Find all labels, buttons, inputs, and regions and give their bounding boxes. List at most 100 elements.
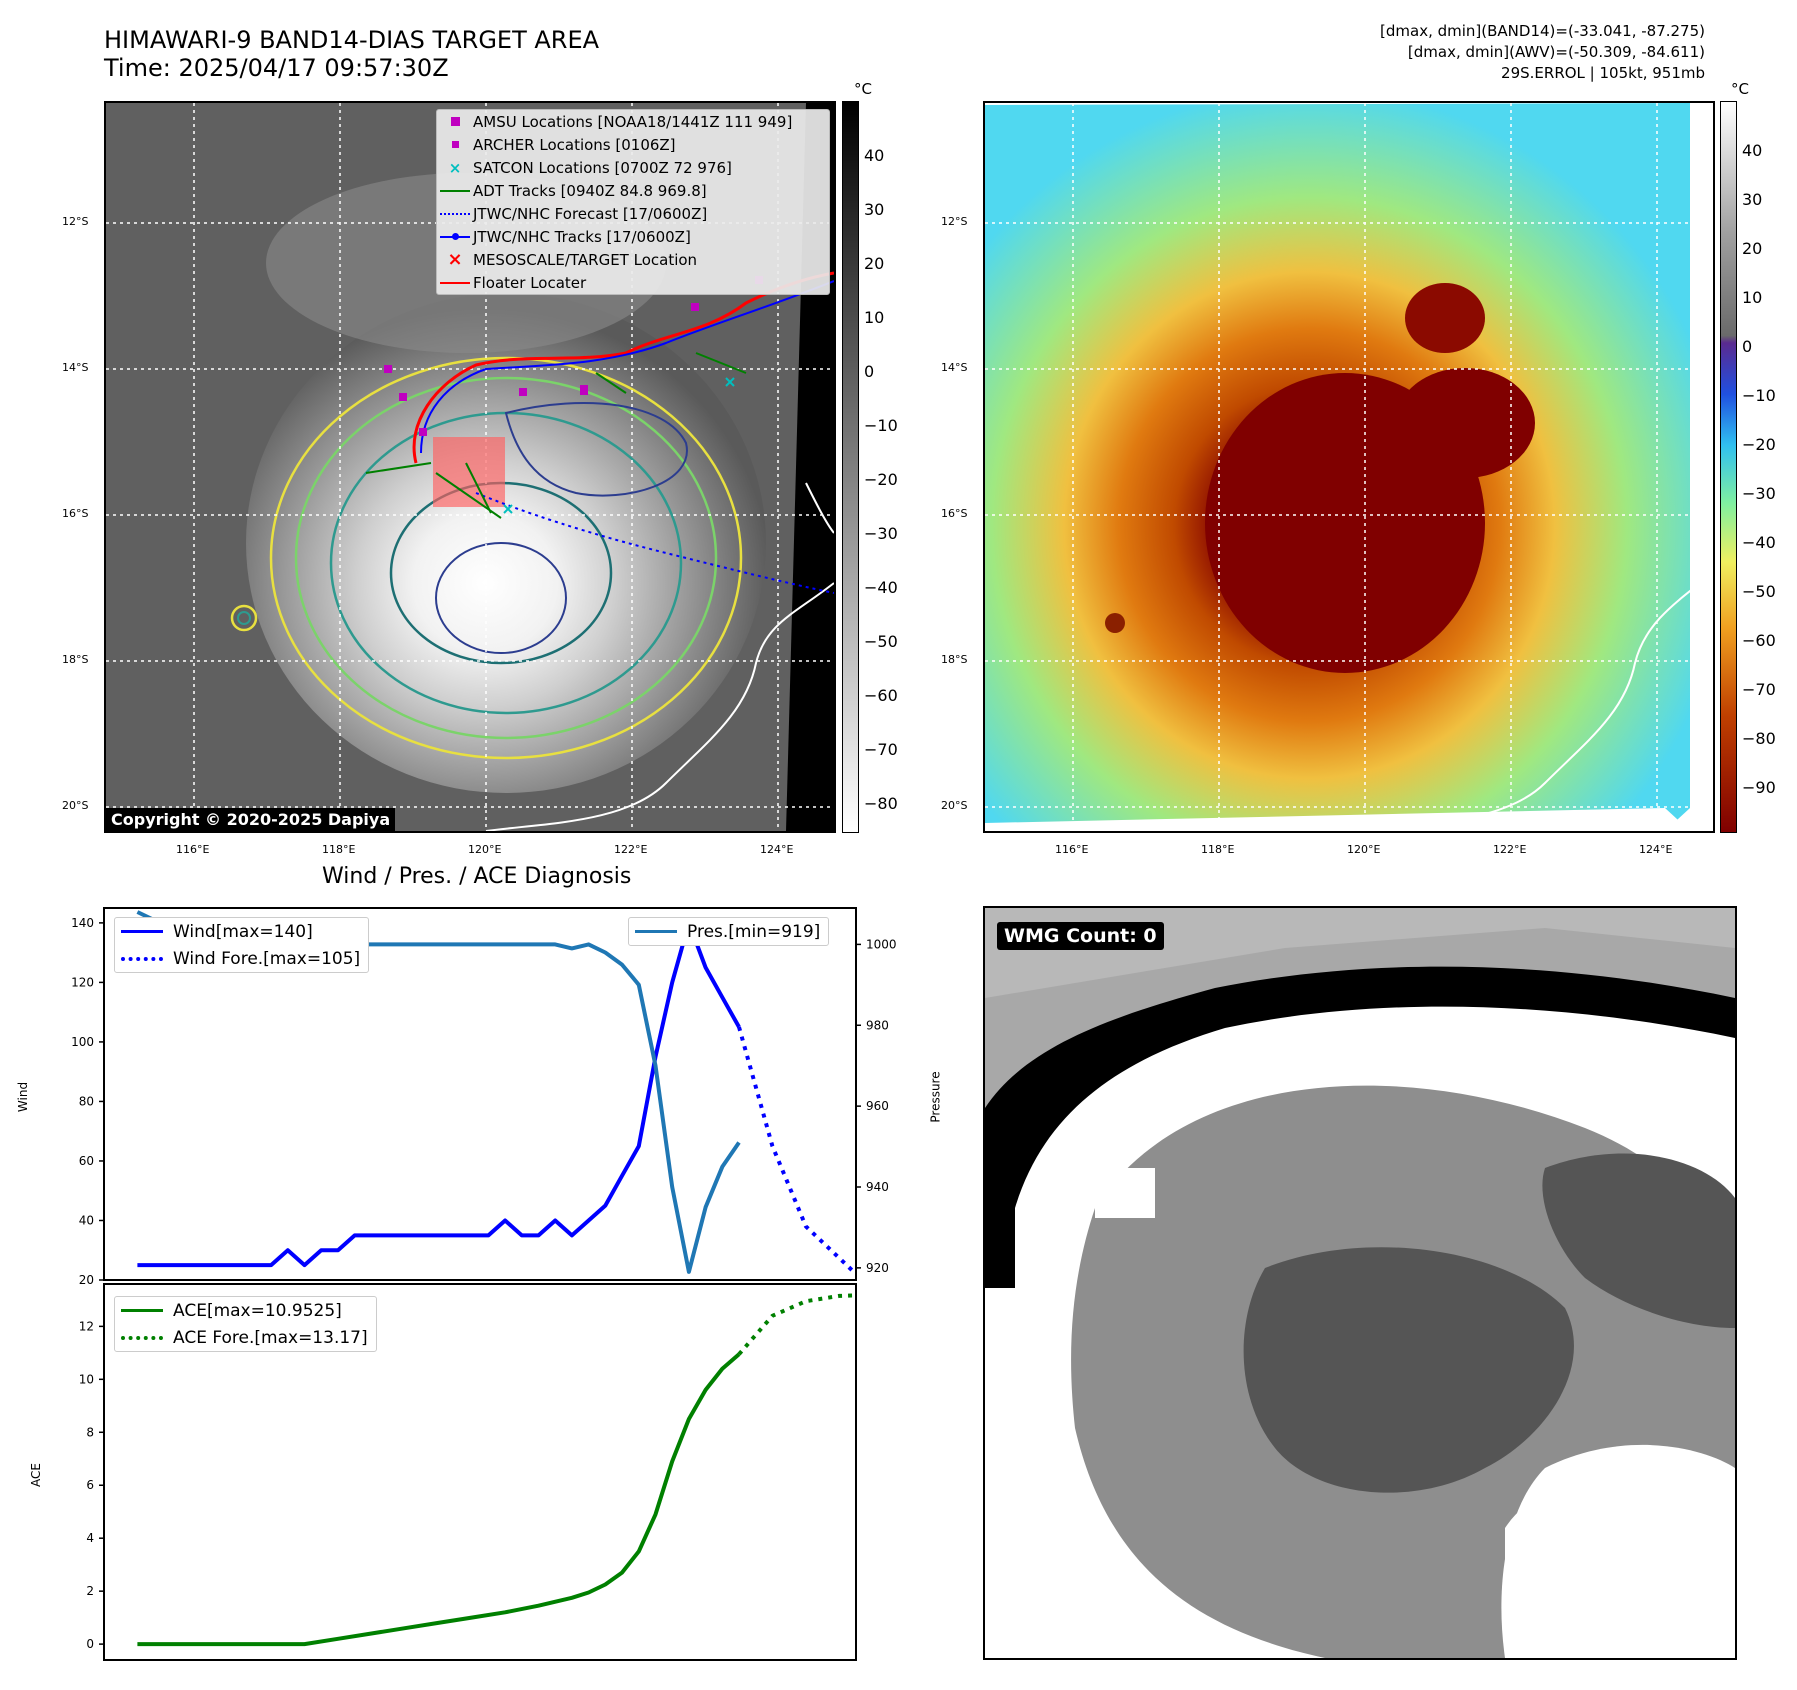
figure-title-line1: HIMAWARI-9 BAND14-DIAS TARGET AREA [104,26,600,54]
wmg-panel: WMG Count: 0 [983,906,1737,1660]
lon-label-116e-left: 116°E [176,843,210,856]
legend-mesoscale: × MESOSCALE/TARGET Location [437,248,829,271]
lon-label-120e-left: 120°E [468,843,502,856]
wmg-count-badge: WMG Count: 0 [997,922,1164,950]
aceChart-ytick-label-4: 8 [86,1425,94,1439]
windChart-ytick-right-label-4: 1000 [866,937,897,951]
windChart-series-1 [737,1026,858,1276]
legend-adt: ADT Tracks [0940Z 84.8 969.8] [437,179,829,202]
ace-axis-label: ACE [28,1463,43,1487]
track-line-dot-icon [440,232,470,240]
windChart-ytick-label-5: 120 [71,975,94,989]
colorbar-right-tick-9: −50 [1742,582,1776,601]
colorbar-right-tick-4: 0 [1742,337,1753,356]
ace-forecast-dotted-icon [121,1335,163,1340]
legend-ace: ACE[max=10.9525] [115,1297,376,1324]
archer-square-marker-icon [451,141,459,148]
adt-line-icon [440,189,470,192]
colorbar-right-tick-10: −60 [1742,631,1776,650]
colorbar-right-tick-7: −30 [1742,484,1776,503]
lat-label-12s-right: 12°S [941,215,968,228]
lat-label-14s-left: 14°S [62,361,89,374]
pressure-axis-label: Pressure [928,1071,943,1123]
colorbar-left-tick-7: −30 [864,524,898,543]
windChart-ytick-label-0: 20 [79,1273,94,1284]
lat-label-16s-right: 16°S [941,507,968,520]
legend-wind-forecast: Wind Fore.[max=105] [115,945,368,972]
lon-label-124e-left: 124°E [760,843,794,856]
aceChart-ytick-label-0: 0 [86,1637,94,1651]
satcon-x-marker-icon: × [448,158,462,177]
aceChart-series-1 [737,1293,857,1356]
colorbar-left-tick-3: 10 [864,308,885,327]
colorbar-left-tick-10: −60 [864,686,898,705]
info-awv-range: [dmax, dmin](AWV)=(-50.309, -84.611) [1407,43,1705,61]
colorbar-left-tick-12: −80 [864,794,898,813]
colorbar-right-tick-8: −40 [1742,533,1776,552]
legend-jtwc-tracks: JTWC/NHC Tracks [17/0600Z] [437,225,829,248]
wind-forecast-dotted-icon [121,956,163,961]
ace-line-icon [121,1309,163,1312]
lon-label-118e-right: 118°E [1201,843,1235,856]
legend-ace-forecast: ACE Fore.[max=13.17] [115,1324,376,1351]
figure-title-line2: Time: 2025/04/17 09:57:30Z [104,54,449,82]
aceChart-series-0 [137,1352,741,1647]
windChart-ytick-right-label-3: 980 [866,1018,889,1032]
lon-label-116e-right: 116°E [1055,843,1089,856]
windChart-ytick-label-3: 80 [79,1094,94,1108]
colorbar-left-tick-11: −70 [864,740,898,759]
aceChart-ytick-label-1: 2 [86,1584,94,1598]
colorbar-left-tick-5: −10 [864,416,898,435]
info-storm-summary: 29S.ERROL | 105kt, 951mb [1501,64,1705,82]
lat-label-14s-right: 14°S [941,361,968,374]
lat-label-18s-right: 18°S [941,653,968,666]
colorbar-right-tick-12: −80 [1742,729,1776,748]
windChart-series-0 [137,920,741,1268]
colorbar-right-unit: °C [1731,80,1749,98]
aceChart-ytick-label-5: 10 [79,1372,94,1386]
awv-map-image [985,103,1713,831]
aceChart-ytick-label-6: 12 [79,1319,94,1333]
windChart-ytick-label-4: 100 [71,1035,94,1049]
aceChart-ytick-label-3: 6 [86,1478,94,1492]
diagnosis-chart-title: Wind / Pres. / ACE Diagnosis [322,864,632,889]
colorbar-right-tick-3: 10 [1742,288,1763,307]
colorbar-left-tick-2: 20 [864,254,885,273]
band14-map-panel: AMSU Locations [NOAA18/1441Z 111 949] AR… [104,101,836,833]
amsu-square-marker-icon [450,117,460,126]
legend-pressure: Pres.[min=919] [629,918,828,945]
windChart-ytick-label-6: 140 [71,916,94,930]
windChart-ytick-right-label-0: 920 [866,1261,889,1275]
colorbar-right-tick-13: −90 [1742,778,1776,797]
awv-colorbar [1720,101,1737,833]
colorbar-left-tick-9: −50 [864,632,898,651]
colorbar-left-tick-8: −40 [864,578,898,597]
awv-map-panel [983,101,1715,833]
windChart-ytick-right-label-2: 960 [866,1099,889,1113]
target-x-marker-icon: × [447,249,463,270]
forecast-dotted-line-icon [440,212,470,215]
colorbar-left-unit: °C [854,80,872,98]
colorbar-left-tick-1: 30 [864,200,885,219]
colorbar-right-tick-11: −70 [1742,680,1776,699]
windChart-ytick-label-1: 40 [79,1213,94,1227]
colorbar-right-tick-2: 20 [1742,239,1763,258]
pressure-legend: Pres.[min=919] [628,917,830,946]
windChart-ytick-right-label-1: 940 [866,1180,889,1194]
ace-legend: ACE[max=10.9525] ACE Fore.[max=13.17] [114,1296,377,1352]
legend-amsu: AMSU Locations [NOAA18/1441Z 111 949] [437,110,829,133]
colorbar-left-tick-4: 0 [864,362,875,381]
legend-wind: Wind[max=140] [115,918,368,945]
legend-floater: Floater Locater [437,271,829,294]
colorbar-right-tick-0: 40 [1742,141,1763,160]
colorbar-left-tick-0: 40 [864,146,885,165]
wind-axis-label: Wind [16,1081,31,1113]
windChart-ytick-label-2: 60 [79,1154,94,1168]
lat-label-20s-right: 20°S [941,799,968,812]
lon-label-120e-right: 120°E [1347,843,1381,856]
wind-line-icon [121,930,163,933]
aceChart-ytick-label-2: 4 [86,1531,94,1545]
band14-colorbar [842,101,859,833]
colorbar-right-tick-6: −20 [1742,435,1776,454]
legend-satcon: × SATCON Locations [0700Z 72 976] [437,156,829,179]
